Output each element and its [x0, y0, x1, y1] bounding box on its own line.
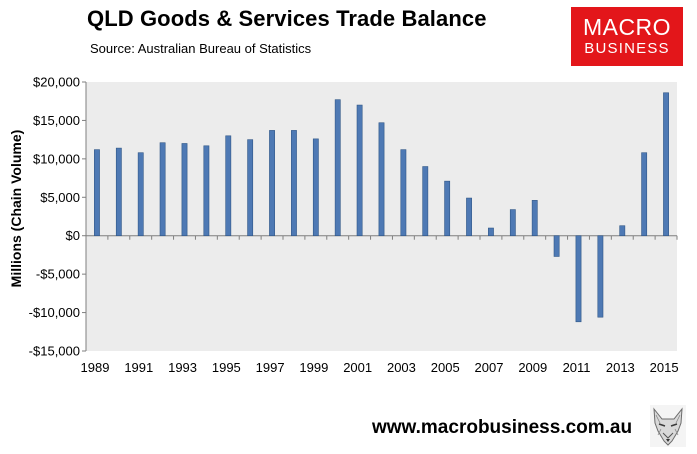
- y-axis-label: Millions (Chain Volume): [8, 130, 24, 288]
- website-url: www.macrobusiness.com.au: [372, 417, 633, 438]
- x-tick-label: 1993: [168, 360, 197, 375]
- x-tick-label: 1991: [124, 360, 153, 375]
- bar-2002: [356, 104, 363, 237]
- x-tick-label: 2015: [650, 360, 679, 375]
- x-tick-label: 1989: [81, 360, 110, 375]
- bar-2015: [641, 152, 648, 237]
- wolf-head-icon: [650, 405, 686, 447]
- bar-2000: [312, 138, 319, 237]
- bar-2014: [619, 225, 626, 237]
- y-tick-label: -$5,000: [36, 267, 80, 282]
- x-tick-label: 2001: [343, 360, 372, 375]
- bar-2013: [597, 235, 604, 318]
- bar-1993: [159, 142, 166, 237]
- bars-group: [94, 92, 669, 323]
- bar-2005: [422, 166, 429, 237]
- bar-2012: [575, 235, 582, 323]
- bar-1994: [181, 143, 188, 237]
- logo-line-1: MACRO: [582, 14, 672, 40]
- bar-2008: [488, 227, 494, 237]
- x-tick-label: 2003: [387, 360, 416, 375]
- macrobusiness-logo: MACRO BUSINESS: [571, 7, 683, 66]
- bar-1997: [247, 139, 254, 237]
- y-tick-label: $15,000: [33, 113, 80, 128]
- bar-2007: [466, 197, 472, 237]
- bar-1991: [115, 147, 122, 237]
- x-tick-label: 2011: [563, 360, 591, 375]
- bar-2009: [509, 209, 516, 237]
- x-tick-label: 1999: [299, 360, 328, 375]
- bar-1998: [269, 130, 275, 237]
- y-tick-label: $0: [66, 228, 80, 243]
- y-tick-label: -$10,000: [29, 305, 80, 320]
- bar-2001: [334, 99, 341, 237]
- y-tick-label: $5,000: [40, 190, 80, 205]
- x-tick-label: 2005: [431, 360, 460, 375]
- x-tick-label: 2009: [518, 360, 547, 375]
- bar-2010: [531, 200, 538, 237]
- y-axis: $20,000 $15,000 $10,000 $5,000 $0 -$5,000 -$10…: [29, 75, 87, 359]
- x-tick-label: 1997: [256, 360, 285, 375]
- bar-2011: [553, 235, 560, 257]
- bar-2003: [378, 122, 385, 237]
- x-tick-label: 2007: [475, 360, 504, 375]
- bar-1990: [94, 149, 100, 237]
- x-tick-label: 1995: [212, 360, 241, 375]
- bar-1999: [291, 130, 297, 237]
- bar-1996: [225, 135, 232, 237]
- logo-line-2: BUSINESS: [584, 40, 670, 57]
- y-tick-label: -$15,000: [29, 344, 80, 359]
- bar-2016: [663, 92, 669, 237]
- bar-2006: [444, 180, 451, 237]
- y-tick-label: $20,000: [33, 75, 80, 90]
- source-note: Source: Australian Bureau of Statistics: [90, 41, 312, 56]
- bar-2004: [400, 149, 407, 237]
- y-tick-label: $10,000: [33, 151, 80, 166]
- bar-1995: [203, 145, 210, 237]
- x-tick-label: 2013: [606, 360, 635, 375]
- bar-1992: [137, 152, 144, 237]
- chart-title: QLD Goods & Services Trade Balance: [87, 6, 487, 31]
